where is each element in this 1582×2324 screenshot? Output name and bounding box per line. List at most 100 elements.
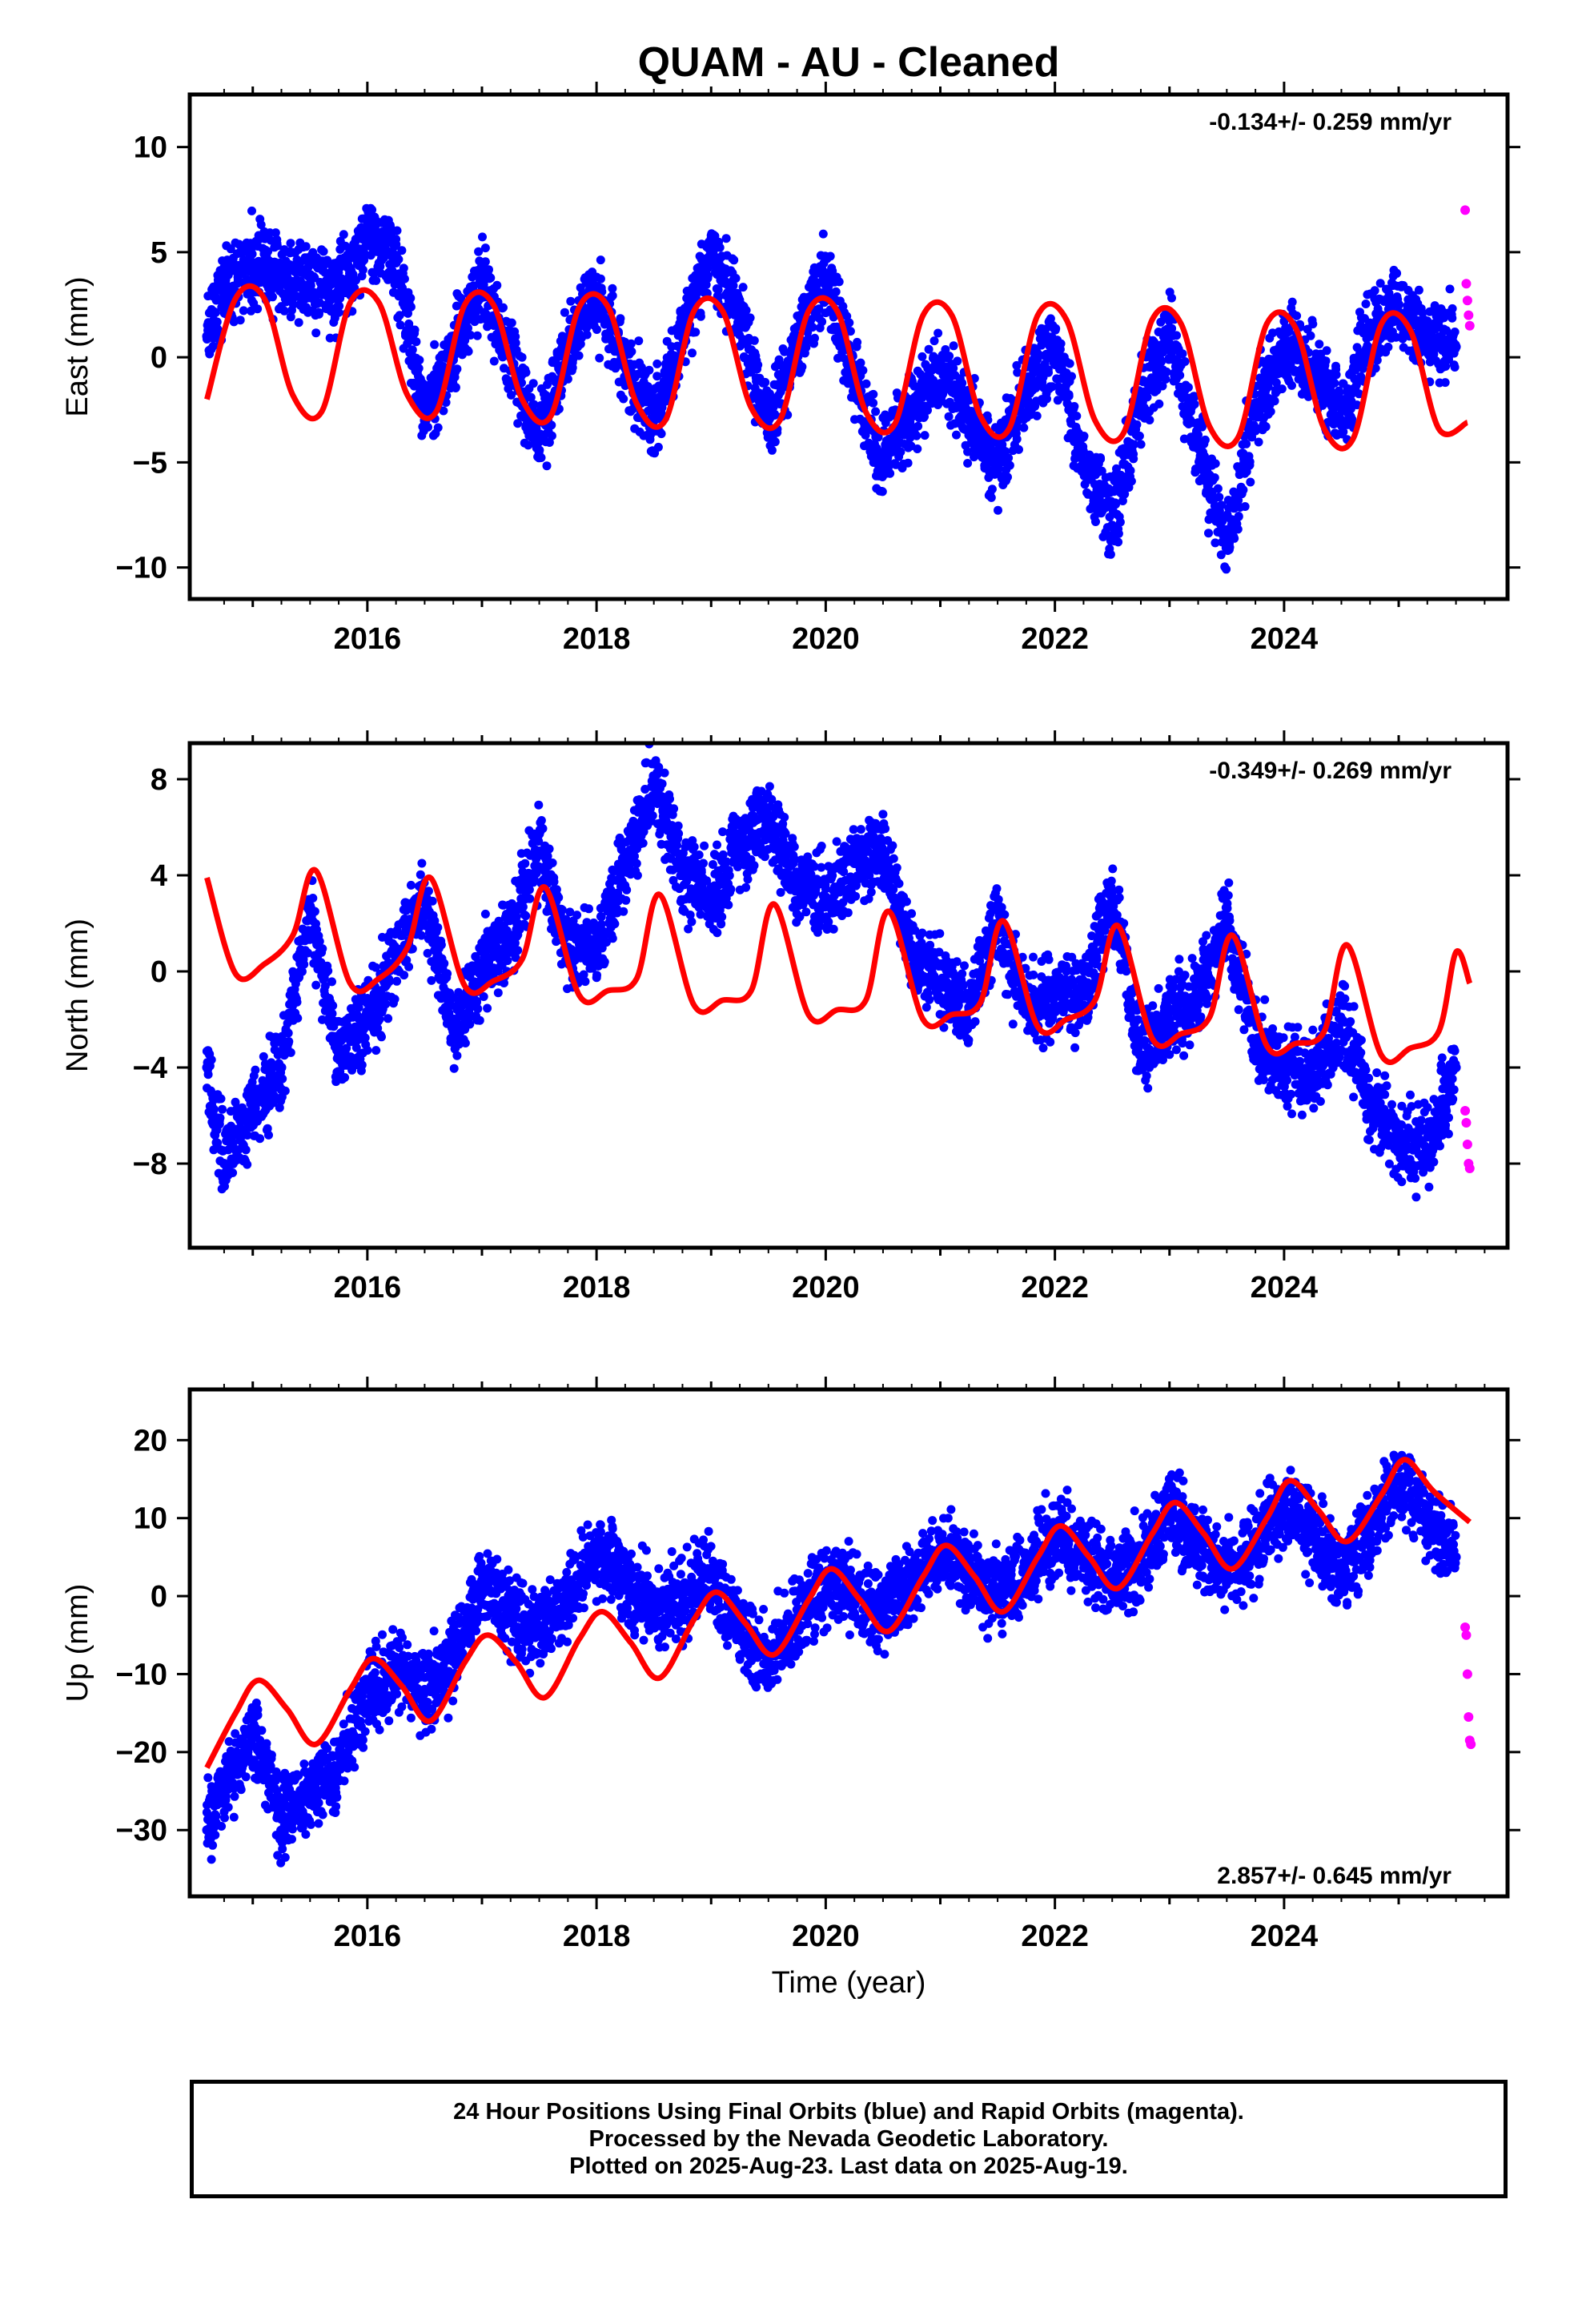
final-orbit-point [385, 976, 395, 986]
final-orbit-point [327, 977, 336, 987]
final-orbit-point [1322, 346, 1331, 356]
final-orbit-point [1306, 331, 1315, 340]
final-orbit-point [1051, 324, 1061, 333]
final-orbit-point [209, 1104, 219, 1114]
final-orbit-point [1065, 359, 1074, 368]
final-orbit-point [528, 379, 538, 388]
final-orbit-point [1005, 460, 1014, 470]
final-orbit-point [608, 291, 617, 300]
north-plot-area [202, 743, 1475, 1202]
final-orbit-point [318, 944, 327, 954]
final-orbit-point [452, 364, 462, 374]
final-orbit-point [596, 255, 605, 265]
final-orbit-point [213, 1138, 223, 1148]
final-orbit-point [770, 437, 780, 447]
final-orbit-point [478, 232, 487, 242]
final-orbit-point [263, 1124, 272, 1133]
final-orbit-point [608, 283, 617, 293]
final-orbit-point [535, 445, 544, 455]
final-orbit-point [780, 347, 789, 356]
final-orbit-point [469, 281, 478, 291]
final-orbit-point [913, 421, 923, 431]
final-orbit-point [1336, 415, 1347, 425]
final-orbit-point [517, 352, 527, 362]
final-orbit-point [1130, 440, 1138, 449]
final-orbit-point [243, 1160, 252, 1169]
final-orbit-point [1266, 407, 1275, 416]
final-orbit-point [1190, 400, 1199, 409]
final-orbit-point [396, 320, 405, 330]
final-orbit-point [299, 959, 309, 969]
final-orbit-point [1204, 515, 1214, 525]
final-orbit-point [1112, 464, 1121, 473]
final-orbit-point [1003, 472, 1012, 482]
final-orbit-point [1097, 466, 1106, 476]
final-orbit-point [963, 447, 973, 456]
final-orbit-point [949, 341, 958, 351]
final-orbit-point [1120, 489, 1130, 499]
final-orbit-point [652, 372, 662, 381]
final-orbit-point [327, 1009, 337, 1019]
final-orbit-point [869, 389, 878, 399]
final-orbit-point [1440, 378, 1450, 388]
final-orbit-point [861, 379, 871, 388]
final-orbit-point [404, 308, 412, 318]
final-orbit-point [906, 404, 917, 415]
final-orbit-point [634, 336, 644, 346]
final-orbit-point [215, 1113, 225, 1123]
final-orbit-point [544, 438, 554, 447]
final-orbit-point [1190, 392, 1199, 401]
final-orbit-point [713, 285, 723, 295]
final-orbit-point [721, 234, 731, 243]
chart-title: QUAM - AU - Cleaned [638, 39, 1060, 86]
x-tick-label: 2022 [1021, 622, 1089, 656]
final-orbit-point [303, 948, 313, 958]
final-orbit-point [994, 505, 1002, 515]
final-orbit-point [526, 392, 536, 402]
final-orbit-point [1014, 444, 1023, 454]
final-orbit-point [767, 445, 777, 455]
final-orbit-point [412, 337, 421, 347]
final-orbit-point [476, 279, 487, 289]
final-orbit-point [214, 326, 223, 336]
final-orbit-point [934, 328, 943, 338]
final-orbit-point [817, 317, 827, 327]
final-orbit-point [1330, 378, 1339, 388]
final-orbit-point [367, 205, 377, 215]
final-orbit-point [706, 247, 717, 257]
y-tick-label: −10 [116, 552, 167, 585]
final-orbit-point [255, 1134, 265, 1144]
final-orbit-point [616, 314, 625, 324]
rapid-orbit-point [1464, 310, 1474, 320]
final-orbit-point [473, 1004, 483, 1014]
final-orbit-point [1234, 496, 1243, 505]
final-orbit-point [753, 360, 763, 370]
final-orbit-point [416, 931, 426, 940]
final-orbit-point [1441, 362, 1451, 371]
final-orbit-point [203, 1070, 213, 1080]
final-orbit-point [1047, 382, 1057, 392]
final-orbit-point [1001, 447, 1010, 456]
final-orbit-point [391, 258, 401, 267]
final-orbit-point [339, 230, 348, 239]
final-orbit-point [484, 265, 493, 275]
final-orbit-point [1234, 512, 1243, 521]
final-orbit-point [410, 325, 420, 335]
final-orbit-point [547, 420, 556, 430]
final-orbit-point [1044, 368, 1053, 377]
final-orbit-point [1114, 529, 1123, 538]
final-orbit-point [294, 318, 303, 328]
final-orbit-point [375, 1015, 384, 1024]
final-orbit-point [1032, 411, 1042, 420]
final-orbit-point [582, 330, 592, 340]
final-orbit-point [566, 296, 576, 306]
x-axis-label: Time (year) [772, 1966, 926, 2000]
final-orbit-point [869, 398, 878, 408]
final-orbit-point [1391, 332, 1401, 342]
final-orbit-point [297, 967, 307, 976]
final-orbit-point [391, 235, 401, 244]
final-orbit-point [342, 1043, 351, 1053]
final-orbit-point [945, 352, 954, 361]
final-orbit-point [406, 302, 416, 312]
final-orbit-point [1180, 357, 1190, 366]
